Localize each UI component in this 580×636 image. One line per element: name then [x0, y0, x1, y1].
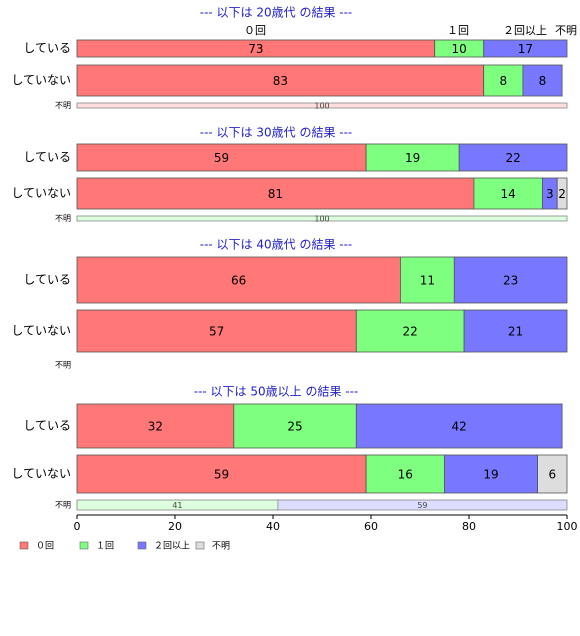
bar-segment [483, 39, 568, 58]
data-label: 21 [508, 325, 523, 339]
data-label: 8 [539, 74, 547, 88]
x-tick-label: 20 [168, 520, 182, 533]
column-label: １回 [447, 24, 469, 37]
data-label: 14 [501, 187, 516, 201]
unknown-data-label: 100 [314, 102, 329, 111]
data-label: 25 [287, 420, 302, 434]
legend-label: １回 [96, 541, 114, 552]
data-label: 57 [209, 325, 224, 339]
x-tick-label: 40 [266, 520, 280, 533]
data-label: 22 [403, 325, 418, 339]
row-label: していない [11, 186, 71, 200]
bar-segment [453, 256, 568, 304]
row-label: していない [11, 467, 71, 481]
data-label: 11 [420, 274, 435, 288]
unknown-segment [76, 215, 568, 222]
column-label: ２回以上 [503, 24, 547, 37]
unknown-label: 不明 [55, 101, 71, 110]
bar-segment [76, 454, 367, 494]
data-label: 42 [452, 420, 467, 434]
bar-segment [76, 256, 401, 304]
bar-segment [76, 143, 367, 172]
bar-segment [483, 64, 524, 97]
data-label: 83 [273, 74, 288, 88]
unknown-label: 不明 [55, 501, 71, 510]
bar-segment [522, 64, 563, 97]
row-label: している [23, 273, 71, 287]
unknown-data-label: 59 [417, 501, 427, 510]
unknown-segment [76, 102, 568, 109]
bar-segment [365, 143, 460, 172]
unknown-data-label: 100 [314, 215, 329, 224]
bar-segment [365, 454, 445, 494]
unknown-segment [277, 499, 568, 511]
bar-segment [458, 143, 568, 172]
legend-label: 不明 [212, 541, 230, 552]
legend-label: ２回以上 [154, 541, 190, 552]
data-label: 3 [546, 187, 554, 201]
legend-swatch [19, 541, 29, 550]
data-label: 16 [398, 468, 413, 482]
bar-segment [537, 454, 568, 494]
legend-swatch [195, 541, 205, 550]
legend-swatch [137, 541, 147, 550]
row-label: している [23, 419, 71, 433]
bar-segment [355, 403, 563, 449]
data-label: 81 [268, 187, 283, 201]
data-label: 19 [483, 468, 498, 482]
x-tick-label: 80 [462, 520, 476, 533]
legend-swatch [79, 541, 89, 550]
legend-label: ０回 [36, 541, 54, 552]
panel-title: --- 以下は 30歳代 の結果 --- [200, 126, 353, 140]
x-tick-label: 100 [557, 520, 578, 533]
bar-segment [233, 403, 357, 449]
panel-title: --- 以下は 40歳代 の結果 --- [200, 238, 353, 252]
data-label: 73 [248, 42, 263, 56]
data-label: 10 [452, 42, 467, 56]
unknown-data-label: 41 [172, 501, 182, 510]
data-label: 22 [505, 151, 520, 165]
data-label: 19 [405, 151, 420, 165]
bar-segment [76, 403, 235, 449]
unknown-label: 不明 [55, 214, 71, 223]
bar-segment [473, 177, 543, 210]
panel-title: --- 以下は 20歳代 の結果 --- [200, 6, 353, 20]
x-tick-label: 0 [74, 520, 81, 533]
data-label: 59 [214, 468, 229, 482]
panel-title: --- 以下は 50歳以上 の結果 --- [194, 385, 359, 399]
row-label: していない [11, 324, 71, 338]
row-label: している [23, 150, 71, 164]
row-label: していない [11, 73, 71, 87]
data-label: 2 [558, 187, 566, 201]
bar-segment [399, 256, 455, 304]
data-label: 59 [214, 151, 229, 165]
column-label: ０回 [244, 24, 266, 37]
data-label: 66 [231, 274, 246, 288]
bar-segment [463, 309, 568, 353]
data-label: 23 [503, 274, 518, 288]
data-label: 6 [548, 468, 556, 482]
column-label: 不明 [555, 24, 577, 37]
x-tick-label: 60 [364, 520, 378, 533]
bar-segment [556, 177, 568, 210]
data-label: 17 [518, 42, 533, 56]
bar-segment [76, 177, 475, 210]
row-label: している [23, 41, 71, 55]
data-label: 8 [499, 74, 507, 88]
unknown-label: 不明 [55, 361, 71, 370]
data-label: 32 [148, 420, 163, 434]
